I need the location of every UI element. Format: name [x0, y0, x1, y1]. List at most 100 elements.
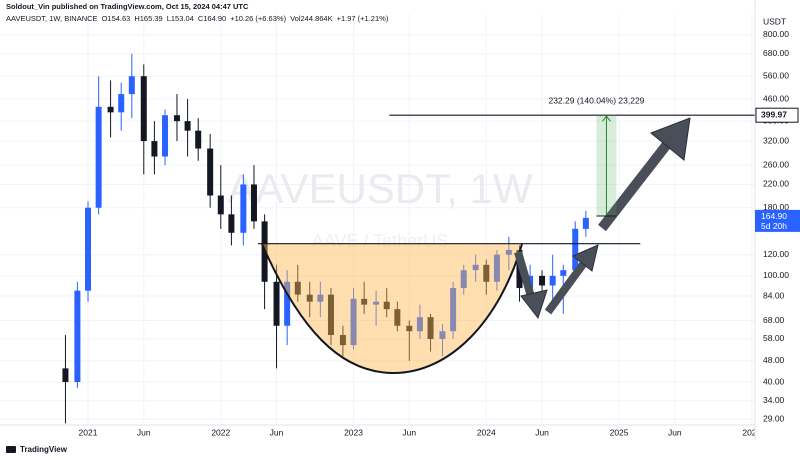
y-tick-label: 68.00: [763, 315, 785, 325]
candle-body: [394, 309, 401, 326]
x-tick-label: 2021: [79, 427, 98, 437]
candle-body: [195, 130, 202, 149]
candle-body: [294, 281, 301, 295]
candle-body: [107, 106, 114, 113]
candle-body: [460, 270, 467, 289]
arrow-head: [572, 244, 599, 272]
footer-brand: TradingView: [20, 445, 68, 454]
x-tick-label: Jun: [402, 427, 416, 437]
y-tick-label: 220.00: [763, 179, 789, 189]
symbol-title: AAVEUSDT, 1W, BINANCE: [6, 14, 98, 23]
ohlc-value: H165.39: [134, 14, 162, 23]
candle-body: [373, 301, 380, 305]
candle-body: [85, 207, 92, 291]
x-tick-label: Jun: [535, 427, 549, 437]
measure-label: 232.29 (140.04%) 23,229: [548, 95, 644, 105]
arrow-head: [520, 289, 548, 320]
candle-body: [118, 94, 125, 113]
ohlc-value: L153.04: [167, 14, 194, 23]
arrow-shaft: [514, 250, 536, 302]
candle-body: [207, 148, 214, 196]
x-tick-label: Jun: [270, 427, 284, 437]
arrow-shaft: [544, 260, 588, 315]
candle-body: [339, 335, 346, 346]
publisher: Soldout_Vin published on TradingView.com…: [6, 2, 249, 11]
candle-body: [406, 325, 413, 332]
x-tick-label: Jun: [137, 427, 151, 437]
candle-body: [383, 301, 390, 310]
header: Soldout_Vin published on TradingView.com…: [6, 2, 389, 23]
measure-arrow-head: [602, 115, 611, 122]
candle-body: [162, 115, 169, 157]
candle-body: [62, 368, 69, 383]
candle-body: [560, 270, 567, 276]
candle-body: [483, 264, 490, 282]
level-price-tag: [755, 107, 799, 123]
watermark-layer: AAVEUSDT, 1W AAVE / TetherUS: [228, 165, 533, 251]
candle-body: [539, 275, 546, 286]
y-tick-label: 180.00: [763, 202, 789, 212]
candle-body: [128, 76, 135, 95]
candle-body: [95, 106, 102, 208]
candle-body: [317, 294, 324, 302]
candle-body: [572, 228, 579, 271]
arrow-shaft: [598, 139, 672, 232]
candle-body: [472, 264, 479, 271]
cup-outline: [261, 243, 523, 375]
candle-body: [327, 294, 334, 336]
x-tick-label: 2025: [610, 427, 629, 437]
candle-body: [228, 214, 235, 233]
y-tick-label: 120.00: [763, 249, 789, 259]
grid-layer: 2021 Jun 2022 Jun 2023 Jun 2024 Jun 2025 Jun 2026: [0, 14, 761, 437]
candle-body: [273, 281, 280, 326]
footer-bg: [0, 440, 800, 460]
level-price-label: 399.97: [761, 109, 787, 119]
candle-body: [140, 76, 147, 142]
volume-value: Vol244.864K: [290, 14, 333, 23]
currency: USDT: [763, 16, 786, 26]
drawings: [257, 114, 755, 375]
volume-value: +1.97 (+1.21%): [337, 14, 389, 23]
candle-body: [306, 294, 313, 302]
y-tick-label: 800.00: [763, 29, 789, 39]
x-tick-label: 2022: [211, 427, 230, 437]
candle-body: [184, 121, 191, 131]
watermark-sub: AAVE / TetherUS: [312, 231, 448, 251]
candle-body: [284, 281, 291, 326]
x-tick-label: Jun: [668, 427, 682, 437]
candle-body: [240, 184, 247, 233]
arrow-head: [650, 117, 691, 161]
y-tick-label: 34.00: [763, 395, 785, 405]
ohlc-value: +10.26 (+6.63%): [230, 14, 286, 23]
candle-body: [505, 249, 512, 255]
candle-body: [416, 317, 423, 332]
y-tick-label: 560.00: [763, 70, 789, 80]
ohlc-value: O154.63: [102, 14, 131, 23]
y-tick-label: 84.00: [763, 290, 785, 300]
candle-body: [450, 288, 457, 332]
y-tick-label: 48.00: [763, 355, 785, 365]
cup-fill: [262, 244, 522, 374]
candle-body: [493, 254, 500, 282]
logo: [6, 446, 16, 453]
y-tick-label: 320.00: [763, 135, 789, 145]
candle-body: [549, 275, 556, 286]
candle-body: [74, 290, 81, 383]
candle-body: [151, 141, 158, 157]
countdown: 5d 20h: [761, 221, 787, 231]
candle-body: [173, 115, 180, 122]
candle-body: [582, 217, 589, 229]
y-tick-label: 58.00: [763, 333, 785, 343]
x-tick-label: 2026: [742, 427, 761, 437]
y-tick-label: 29.00: [763, 414, 785, 424]
candle-body: [361, 298, 368, 305]
candle-body: [439, 331, 446, 339]
y-tick-label: 100.00: [763, 270, 789, 280]
x-tick-label: 2024: [477, 427, 496, 437]
watermark: AAVEUSDT, 1W: [228, 165, 533, 212]
candle-body: [250, 184, 257, 222]
candle-body: [350, 298, 357, 346]
last-price-tag: [755, 209, 800, 232]
